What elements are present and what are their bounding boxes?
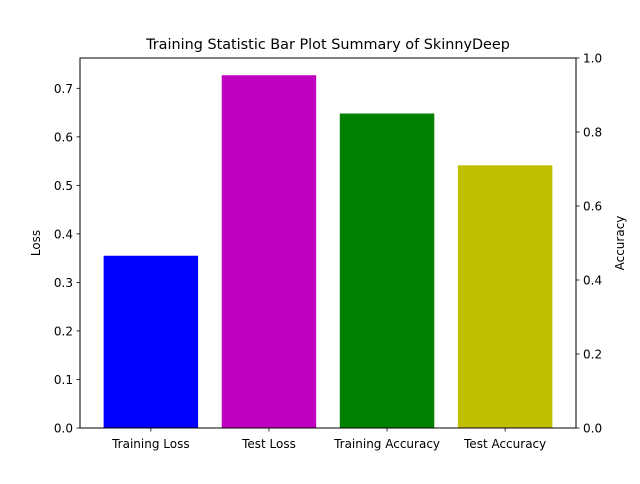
y-axis-label: Loss (29, 230, 43, 256)
y2-tick-label: 1.0 (583, 52, 602, 66)
y2-tick-label: 0.6 (583, 200, 602, 214)
y-tick-label: 0.0 (54, 422, 73, 436)
x-tick-label: Test Loss (241, 437, 296, 451)
bar-training-loss (103, 255, 199, 428)
y-tick-label: 0.4 (54, 227, 73, 241)
bar-test-loss (221, 75, 317, 428)
y2-tick-label: 0.8 (583, 126, 602, 140)
y-axis-right: 0.0 0.2 0.4 0.6 0.8 1.0 (576, 52, 602, 436)
y-tick-label: 0.2 (54, 324, 73, 338)
chart-title: Training Statistic Bar Plot Summary of S… (145, 37, 510, 53)
y2-axis-label: Accuracy (613, 216, 627, 271)
y-tick-label: 0.7 (54, 82, 73, 96)
bar-test-accuracy (457, 165, 553, 429)
x-tick-label: Training Loss (111, 437, 189, 451)
y-tick-label: 0.5 (54, 179, 73, 193)
y2-tick-label: 0.2 (583, 348, 602, 362)
y-axis-left: 0.0 0.1 0.2 0.3 0.4 0.5 0.6 0.7 (54, 82, 80, 436)
x-tick-label: Test Accuracy (463, 437, 546, 451)
x-tick-label: Training Accuracy (333, 437, 440, 451)
bar-training-accuracy (339, 113, 435, 428)
bars-layer (103, 75, 553, 429)
x-axis: Training Loss Test Loss Training Accuracy T… (111, 428, 546, 451)
y2-tick-label: 0.0 (583, 422, 602, 436)
y-tick-label: 0.1 (54, 373, 73, 387)
y2-tick-label: 0.4 (583, 274, 602, 288)
plot-frame (79, 57, 577, 429)
y-tick-label: 0.3 (54, 276, 73, 290)
y-tick-label: 0.6 (54, 130, 73, 144)
